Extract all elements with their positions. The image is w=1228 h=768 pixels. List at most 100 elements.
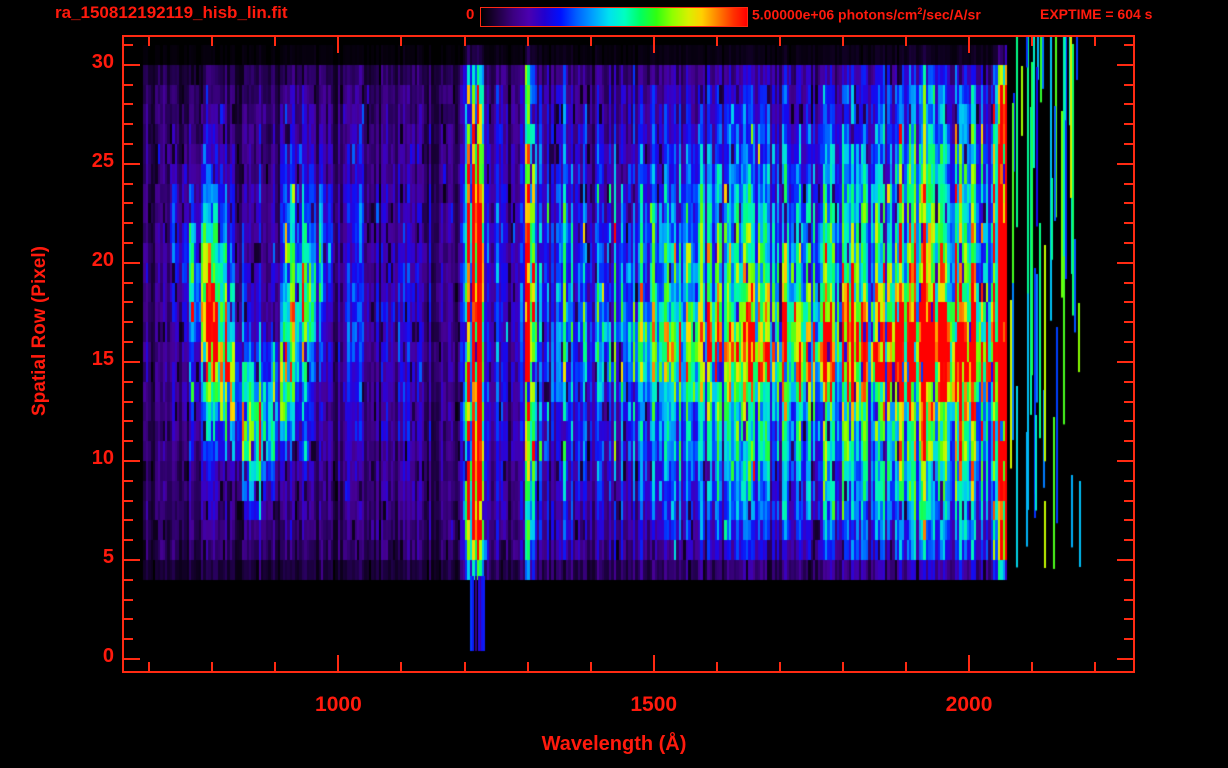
y-tick-minor [124,202,133,204]
x-tick-top-minor [1094,37,1096,46]
x-tick-minor [1094,662,1096,671]
y-tick-minor [124,618,133,620]
y-tick-minor [124,84,133,86]
x-tick-top-minor [779,37,781,46]
colorbar-units-suffix: /sec/A/sr [922,6,981,23]
y-tick-right-minor [1124,103,1133,105]
x-tick-top-minor [527,37,529,46]
y-tick-right-major [1117,262,1133,264]
x-tick-minor [1031,662,1033,671]
y-tick-minor [124,599,133,601]
x-tick-top-minor [1031,37,1033,46]
y-tick-minor [124,539,133,541]
y-tick-right-minor [1124,183,1133,185]
x-tick-top-minor [590,37,592,46]
x-tick-minor [779,662,781,671]
y-tick-label: 15 [91,347,114,370]
y-tick-right-major [1117,460,1133,462]
y-tick-label: 25 [91,149,114,172]
y-tick-right-minor [1124,242,1133,244]
x-tick-major [337,655,339,671]
x-tick-top-minor [464,37,466,46]
y-tick-right-minor [1124,638,1133,640]
x-tick-minor [274,662,276,671]
x-tick-minor [148,662,150,671]
y-tick-right-minor [1124,539,1133,541]
colorbar-gradient [480,7,748,27]
x-tick-major [653,655,655,671]
x-tick-top-minor [148,37,150,46]
x-tick-label: 2000 [945,693,993,716]
x-tick-top-major [968,37,970,53]
y-tick-right-minor [1124,579,1133,581]
y-tick-right-minor [1124,420,1133,422]
x-tick-minor [400,662,402,671]
y-tick-minor [124,44,133,46]
x-tick-minor [716,662,718,671]
y-tick-minor [124,480,133,482]
y-tick-label: 20 [91,248,114,271]
y-tick-right-major [1117,361,1133,363]
x-tick-top-minor [842,37,844,46]
x-tick-minor [211,662,213,671]
x-tick-label: 1500 [630,693,678,716]
y-tick-right-minor [1124,301,1133,303]
y-tick-right-major [1117,163,1133,165]
colorbar-max-label: 5.00000e+06 photons/cm2/sec/A/sr [752,6,981,23]
y-tick-right-minor [1124,321,1133,323]
plot-inner [124,37,1133,671]
y-tick-right-minor [1124,222,1133,224]
x-tick-minor [590,662,592,671]
y-tick-right-minor [1124,282,1133,284]
exposure-time-label: EXPTIME = 604 s [1040,6,1153,22]
y-tick-minor [124,123,133,125]
y-tick-right-minor [1124,500,1133,502]
y-tick-major [124,559,140,561]
y-tick-label: 0 [102,645,114,668]
y-tick-right-minor [1124,202,1133,204]
page-title: ra_150812192119_hisb_lin.fit [55,3,288,22]
y-tick-minor [124,103,133,105]
y-axis-label: Spatial Row (Pixel) [29,246,50,416]
y-tick-minor [124,341,133,343]
y-tick-major [124,64,140,66]
y-tick-minor [124,321,133,323]
y-tick-major [124,361,140,363]
y-tick-right-minor [1124,381,1133,383]
y-tick-right-major [1117,559,1133,561]
x-tick-minor [905,662,907,671]
y-tick-right-major [1117,64,1133,66]
y-tick-right-minor [1124,599,1133,601]
y-tick-minor [124,183,133,185]
y-tick-minor [124,420,133,422]
y-tick-right-major [1117,658,1133,660]
y-tick-minor [124,301,133,303]
y-tick-right-minor [1124,401,1133,403]
y-tick-minor [124,222,133,224]
y-tick-major [124,460,140,462]
y-tick-major [124,658,140,660]
x-tick-top-minor [274,37,276,46]
colorbar-units-prefix: photons/cm [838,6,918,23]
y-tick-minor [124,579,133,581]
y-tick-right-minor [1124,123,1133,125]
y-tick-right-minor [1124,84,1133,86]
y-tick-right-minor [1124,44,1133,46]
x-tick-top-minor [905,37,907,46]
colorbar-units-exponent: 2 [917,6,923,16]
y-tick-label: 30 [91,50,114,73]
y-tick-minor [124,638,133,640]
x-axis-label: Wavelength (Å) [541,733,687,755]
colorbar-min-label: 0 [466,6,475,23]
x-tick-minor [842,662,844,671]
y-tick-right-minor [1124,519,1133,521]
y-tick-right-minor [1124,143,1133,145]
x-tick-top-minor [211,37,213,46]
x-tick-top-major [653,37,655,53]
y-tick-right-minor [1124,618,1133,620]
y-tick-minor [124,440,133,442]
colorbar-max-value: 5.00000e+06 [752,6,835,23]
x-tick-top-major [337,37,339,53]
spectrogram-image [124,37,1133,671]
y-tick-minor [124,282,133,284]
